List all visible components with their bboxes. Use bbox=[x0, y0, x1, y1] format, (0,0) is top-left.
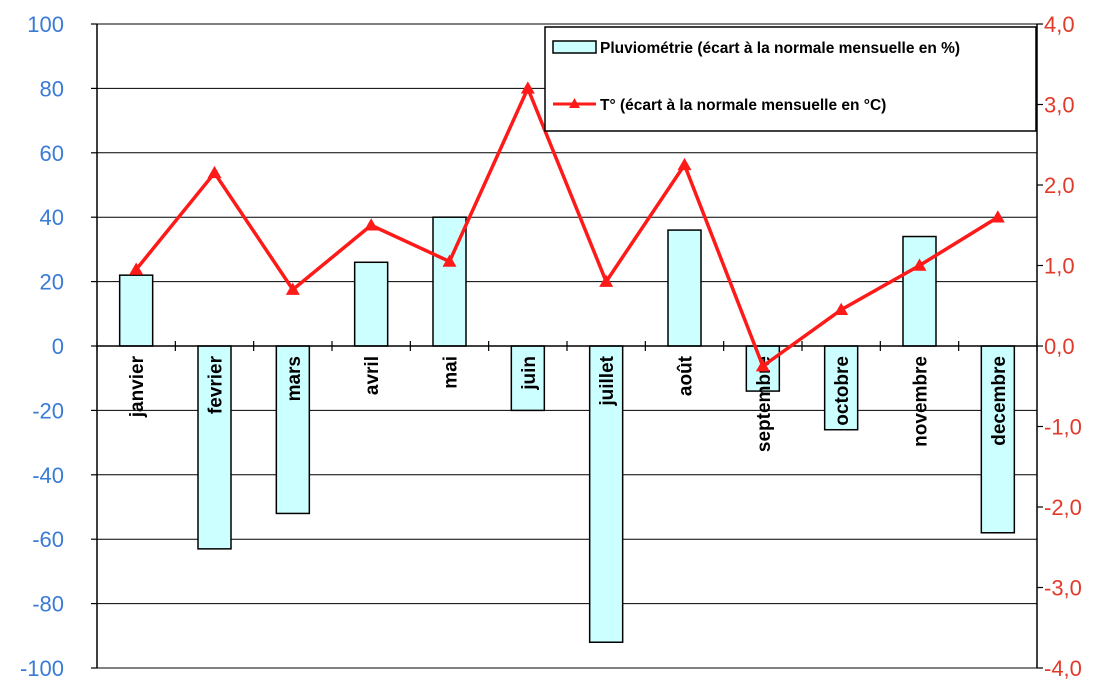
left-tick-label: 0 bbox=[52, 334, 64, 359]
temperature-marker-mai bbox=[442, 254, 457, 267]
left-tick-label: 20 bbox=[40, 270, 64, 295]
right-tick-label: 2,0 bbox=[1044, 173, 1075, 198]
bar-janvier bbox=[118, 274, 154, 347]
category-label-novembre: novembre bbox=[911, 356, 932, 447]
legend-label-rain: Pluviométrie (écart à la normale mensuel… bbox=[600, 40, 960, 57]
left-axis-ticks: 100 80 60 40 20 0 -20 -40 -60 -80 -100 bbox=[20, 12, 64, 681]
category-labels: janvier fevrier mars avril mai juin juillet aoû… bbox=[127, 355, 1010, 452]
legend-label-temperature: T° (écart à la normale mensuelle en °C) bbox=[600, 97, 886, 114]
axes bbox=[91, 23, 1043, 669]
left-tick-label: -60 bbox=[32, 527, 64, 552]
category-label-mai: mai bbox=[441, 356, 462, 389]
bar-juillet bbox=[588, 345, 624, 643]
category-label-mars: mars bbox=[284, 356, 305, 401]
right-tick-label: -3,0 bbox=[1044, 576, 1082, 601]
temperature-marker-septembre bbox=[755, 359, 770, 372]
legend-triangle-marker bbox=[569, 98, 580, 108]
right-tick-label: 1,0 bbox=[1044, 254, 1075, 279]
category-label-avril: avril bbox=[362, 356, 383, 395]
temperature-marker-juin bbox=[520, 81, 535, 94]
temperature-marker-octobre bbox=[834, 302, 849, 316]
category-label-fevrier: fevrier bbox=[206, 355, 227, 414]
left-tick-label: -100 bbox=[20, 656, 64, 681]
left-tick-label: -40 bbox=[32, 463, 64, 488]
category-label-juin: juin bbox=[519, 356, 540, 391]
category-label-octobre: octobre bbox=[832, 356, 853, 426]
temperature-marker-fevrier bbox=[207, 165, 222, 179]
left-tick-label: 60 bbox=[40, 141, 64, 166]
legend-bar-swatch bbox=[552, 40, 597, 54]
left-tick-label: 100 bbox=[27, 12, 64, 37]
temperature-marker-août bbox=[677, 157, 692, 171]
temperature-marker-janvier bbox=[129, 262, 144, 275]
bars bbox=[118, 216, 1016, 643]
temperature-series-line bbox=[134, 86, 999, 368]
temperature-marker-novembre bbox=[912, 258, 927, 271]
legend: Pluviométrie (écart à la normale mensuel… bbox=[544, 26, 1037, 132]
temperature-marker-juillet bbox=[599, 274, 614, 287]
left-tick-label: -80 bbox=[32, 592, 64, 617]
temperature-marker-decembre bbox=[990, 210, 1005, 223]
left-tick-label: 40 bbox=[40, 205, 64, 230]
bar-juin bbox=[510, 345, 546, 412]
right-axis-ticks: 4,0 3,0 2,0 1,0 0,0 -1,0 -2,0 -3,0 -4,0 bbox=[1044, 12, 1082, 681]
right-tick-label: 4,0 bbox=[1044, 12, 1075, 37]
category-label-decembre: decembre bbox=[989, 356, 1010, 446]
right-tick-label: -2,0 bbox=[1044, 495, 1082, 520]
left-tick-label: -20 bbox=[32, 398, 64, 423]
temperature-marker-mars bbox=[285, 282, 300, 295]
bar-novembre bbox=[902, 235, 937, 347]
category-label-janvier: janvier bbox=[127, 355, 148, 418]
left-tick-label: 80 bbox=[40, 76, 64, 101]
right-tick-label: 3,0 bbox=[1044, 93, 1075, 118]
category-label-septembre: septembre bbox=[754, 356, 775, 452]
bar-avril bbox=[353, 261, 389, 347]
right-tick-label: -4,0 bbox=[1044, 656, 1082, 681]
legend-box bbox=[544, 26, 1037, 132]
bar-mars bbox=[275, 345, 311, 515]
temperature-marker-avril bbox=[364, 218, 379, 231]
category-label-août: août bbox=[676, 355, 697, 396]
bar-fevrier bbox=[197, 345, 232, 550]
right-tick-label: 0,0 bbox=[1044, 334, 1075, 359]
temperature-line bbox=[129, 81, 1005, 372]
right-tick-label: -1,0 bbox=[1044, 415, 1082, 440]
bar-août bbox=[667, 229, 702, 347]
category-label-juillet: juillet bbox=[597, 355, 618, 406]
